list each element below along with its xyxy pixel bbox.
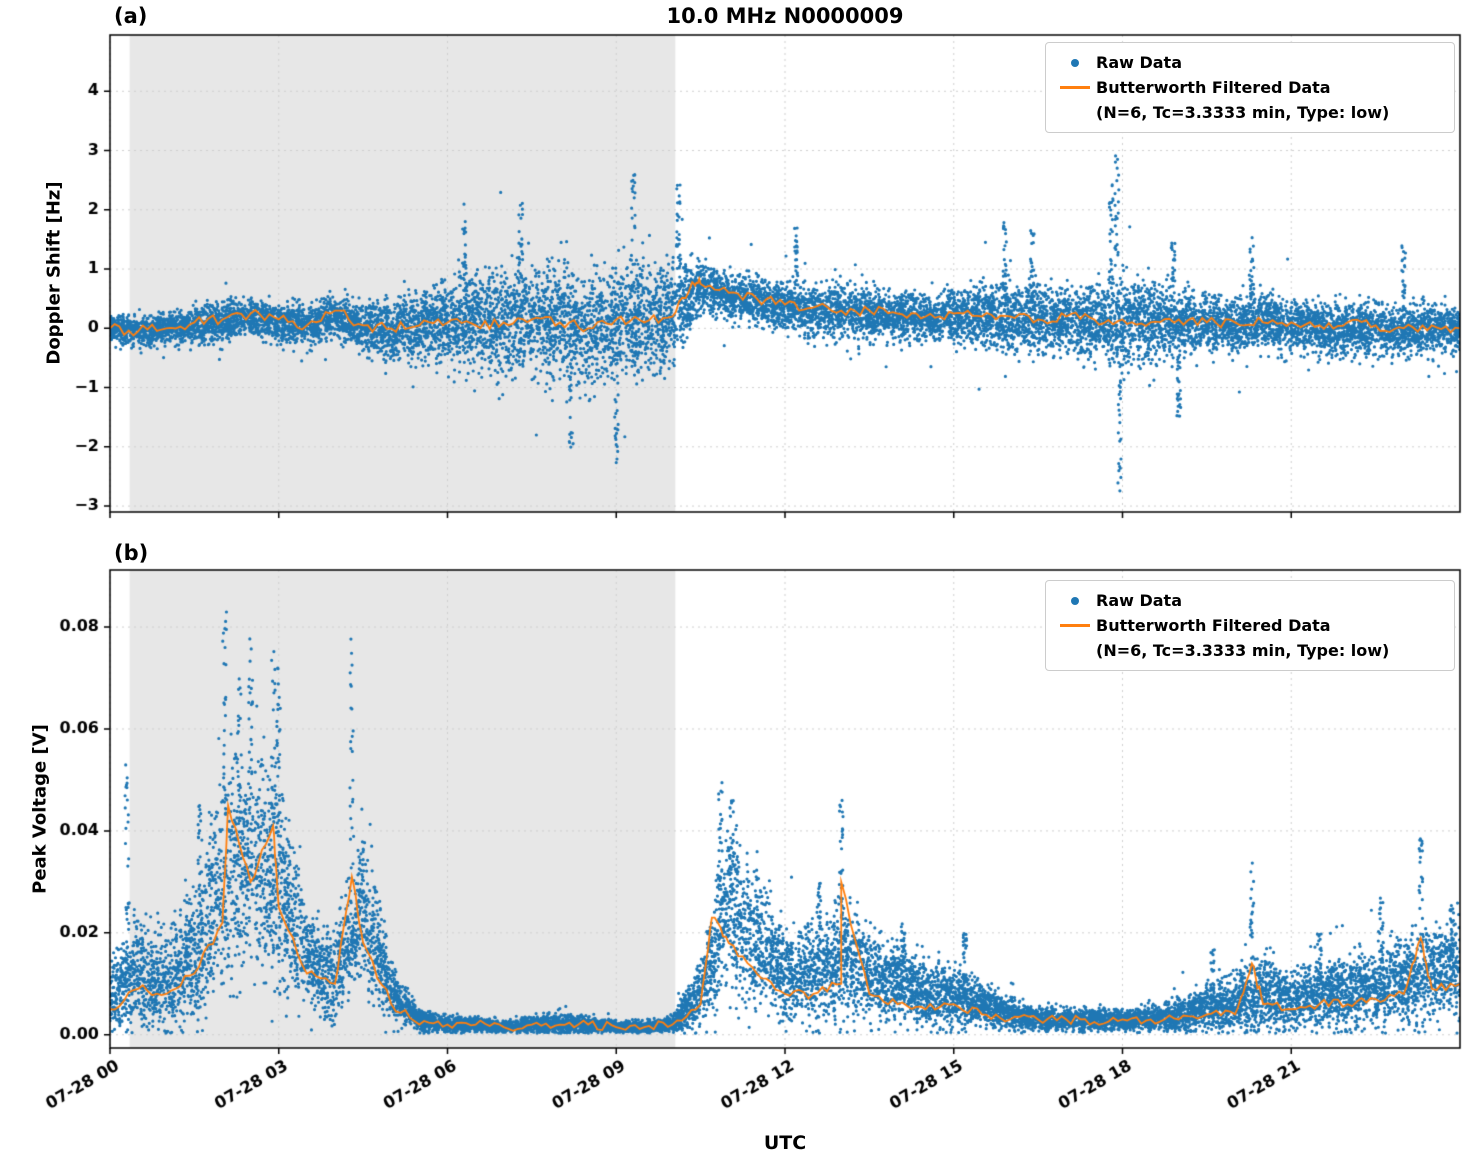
legend-raw-entry: Raw Data [1054,588,1444,613]
legend-filtered-label-line1: Butterworth Filtered Data [1096,78,1331,97]
legend-filtered-label-line2: (N=6, Tc=3.3333 min, Type: low) [1096,103,1390,122]
legend-filtered-entry-line2: (N=6, Tc=3.3333 min, Type: low) [1054,100,1444,125]
legend-filtered-entry-line2: (N=6, Tc=3.3333 min, Type: low) [1054,638,1444,663]
legend-raw-label: Raw Data [1096,53,1182,72]
x-axis-label: UTC [763,1132,807,1154]
legend-filtered-label-line1: Butterworth Filtered Data [1096,616,1331,635]
raw-data-marker-icon [1054,596,1096,605]
panel-a-y-axis-label: Doppler Shift [Hz] [43,181,65,365]
panel-b-label: (b) [114,541,149,565]
panel-b-y-axis-label: Peak Voltage [V] [29,724,51,894]
legend-raw-entry: Raw Data [1054,50,1444,75]
legend-filtered-label-line2: (N=6, Tc=3.3333 min, Type: low) [1096,641,1390,660]
filtered-line-marker-icon [1054,624,1096,627]
figure-title: 10.0 MHz N0000009 [666,4,904,28]
filtered-line-marker-icon [1054,86,1096,89]
legend-panel-b: Raw Data Butterworth Filtered Data (N=6,… [1045,580,1455,671]
raw-data-marker-icon [1054,58,1096,67]
panel-a-label: (a) [114,4,148,28]
legend-filtered-entry: Butterworth Filtered Data [1054,613,1444,638]
legend-raw-label: Raw Data [1096,591,1182,610]
legend-panel-a: Raw Data Butterworth Filtered Data (N=6,… [1045,42,1455,133]
legend-filtered-entry: Butterworth Filtered Data [1054,75,1444,100]
